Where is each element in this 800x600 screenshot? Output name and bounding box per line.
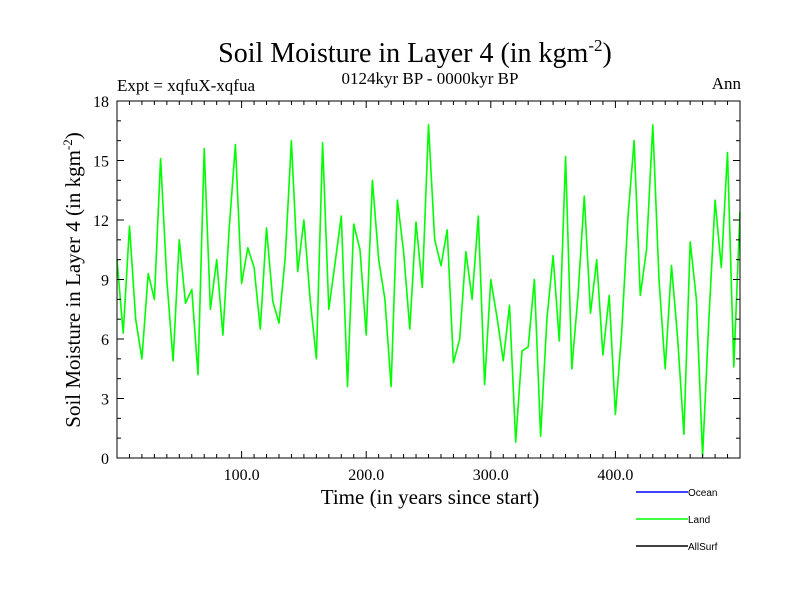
x-tick-label: 400.0	[597, 467, 633, 484]
legend-label-allsurf: AllSurf	[688, 542, 718, 553]
x-tick-label: 100.0	[224, 467, 260, 484]
series-layer	[116, 124, 741, 457]
y-tick-label: 6	[101, 332, 109, 349]
ticks-layer: 100.0 200.0 300.0 400.0 0 3 6 9 12 15 18	[93, 94, 740, 484]
y-tick-label: 18	[93, 94, 109, 111]
plot-frame	[116, 100, 741, 459]
legend: Ocean Land AllSurf	[636, 488, 718, 553]
y-tick-label: 9	[101, 273, 109, 290]
y-tick-label: 15	[93, 154, 109, 171]
experiment-label: Expt = xqfuX-xqfua	[117, 76, 255, 95]
legend-label-ocean: Ocean	[688, 488, 717, 499]
chart-title: Soil Moisture in Layer 4 (in kgm-2)	[218, 36, 612, 69]
chart-subtitle: 0124kyr BP - 0000kyr BP	[342, 69, 519, 88]
y-axis-label: Soil Moisture in Layer 4 (in kgm-2)	[60, 132, 85, 427]
x-tick-label: 300.0	[473, 467, 509, 484]
series-line-land	[116, 124, 741, 457]
x-axis-label: Time (in years since start)	[321, 485, 540, 509]
y-tick-label: 12	[93, 213, 109, 230]
legend-label-land: Land	[688, 515, 710, 526]
y-tick-label: 0	[101, 451, 109, 468]
x-tick-label: 200.0	[348, 467, 384, 484]
season-label: Ann	[712, 74, 742, 93]
y-tick-label: 3	[101, 392, 109, 409]
